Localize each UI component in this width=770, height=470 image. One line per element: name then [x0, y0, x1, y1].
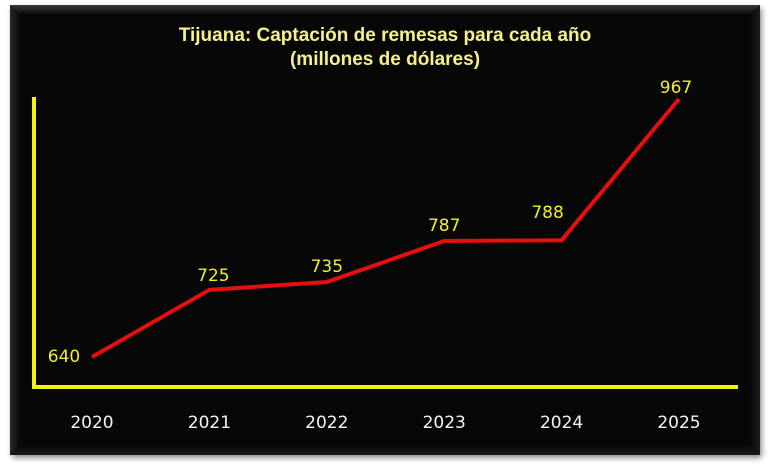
panel-bevel-left — [10, 5, 20, 455]
data-labels: 640 725 735 787 788 967 — [48, 78, 692, 367]
data-label: 735 — [311, 257, 343, 277]
chart-title: Tijuana: Captación de remesas para cada … — [178, 25, 592, 46]
series-line — [91, 97, 681, 359]
data-label: 725 — [197, 266, 229, 286]
panel-bevel-right — [750, 5, 760, 455]
data-label: 787 — [428, 216, 460, 236]
chart-panel — [10, 5, 760, 455]
x-tick-label: 2025 — [657, 413, 700, 433]
x-tick-label: 2021 — [188, 413, 231, 433]
chart-title-block: Tijuana: Captación de remesas para cada … — [0, 24, 770, 72]
panel-bevel-bottom — [10, 445, 760, 455]
data-label: 967 — [660, 78, 692, 98]
panel-bevel-top — [10, 5, 760, 15]
chart-subtitle: (millones de dólares) — [289, 49, 481, 70]
x-tick-label: 2023 — [423, 413, 466, 433]
x-tick-labels: 2020 2021 2022 2023 2024 2025 — [70, 413, 700, 433]
data-label: 788 — [531, 203, 563, 223]
x-tick-label: 2020 — [70, 413, 113, 433]
axes — [32, 97, 738, 389]
x-tick-label: 2022 — [305, 413, 348, 433]
data-label: 640 — [48, 347, 80, 367]
x-tick-label: 2024 — [540, 413, 583, 433]
